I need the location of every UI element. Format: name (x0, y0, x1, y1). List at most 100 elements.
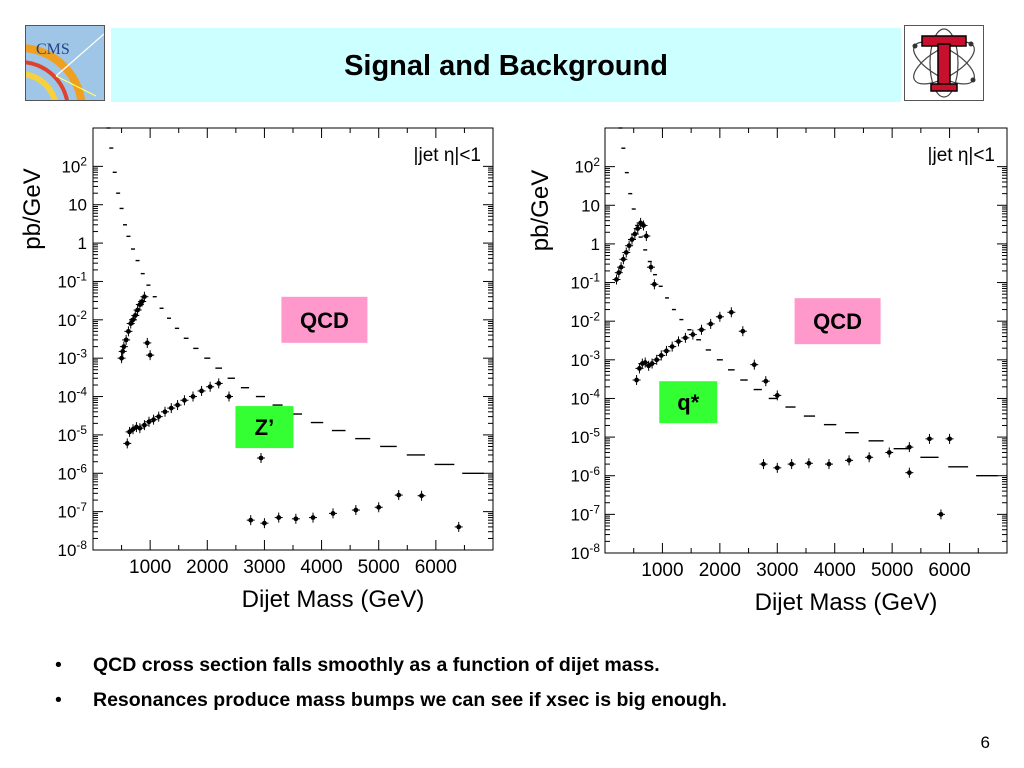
y-tick-label: 10-5 (58, 423, 88, 445)
signal-point (641, 223, 646, 228)
signal-point (866, 454, 872, 460)
signal-point (248, 517, 254, 523)
signal-point (147, 352, 153, 358)
signal-point (751, 362, 757, 368)
texas-tech-logo-graphic (912, 28, 976, 98)
bullet-item: QCD cross section falls smoothly as a fu… (55, 648, 727, 683)
signal-point (708, 321, 714, 327)
signal-point (886, 450, 892, 455)
signal-point (175, 402, 180, 408)
signal-point (142, 294, 147, 300)
signal-point (226, 394, 232, 399)
signal-point (658, 353, 664, 358)
signal-point (826, 461, 832, 467)
y-tick-label: 10-3 (58, 346, 88, 368)
eta-cut-annotation: |jet η|<1 (928, 145, 995, 166)
signal-point (789, 461, 795, 467)
label-text: Z’ (255, 415, 275, 440)
signal-point (139, 299, 145, 304)
signal-point (137, 425, 143, 431)
label-text: q* (677, 390, 699, 415)
signal-point (906, 470, 912, 476)
signal-point (634, 377, 639, 383)
y-tick-label: 10-2 (58, 308, 88, 330)
series-QCD (618, 127, 998, 477)
signal-point (637, 365, 642, 371)
bullet-item: Resonances produce mass bumps we can see… (55, 683, 727, 718)
label-text: QCD (300, 308, 349, 333)
signal-point (906, 444, 912, 450)
signal-point (620, 256, 626, 262)
signal-point (376, 504, 382, 510)
x-tick-label: 3000 (756, 560, 798, 581)
signal-point (330, 510, 336, 516)
label-box (659, 381, 718, 424)
signal-point (262, 520, 267, 526)
signal-point (699, 327, 704, 333)
signal-point (419, 493, 424, 499)
x-tick-label: 5000 (871, 560, 913, 581)
signal-point (120, 349, 126, 354)
signal-point (127, 429, 132, 435)
signal-point (649, 361, 655, 366)
y-tick-label: 10-5 (571, 425, 601, 447)
signal-point (124, 441, 130, 446)
y-tick-label: 10-1 (571, 271, 601, 293)
signal-point (182, 397, 187, 403)
signal-point (629, 237, 635, 242)
signal-point (626, 243, 632, 249)
signal-point (614, 277, 619, 282)
x-tick-label: 4000 (300, 557, 342, 578)
x-tick-label: 5000 (358, 557, 400, 578)
y-tick-label: 10 (68, 196, 87, 215)
signal-point (142, 422, 147, 428)
y-tick-label: 10 (581, 196, 600, 215)
signal-point (646, 363, 652, 369)
label-text: QCD (813, 309, 862, 334)
y-tick-label: 10-7 (58, 500, 88, 522)
signal-point (761, 461, 766, 467)
signal-point (648, 264, 654, 270)
signal-point (774, 392, 780, 398)
signal-point (643, 233, 649, 239)
signal-point (664, 348, 669, 354)
signal-point (353, 507, 359, 513)
y-axis-title: pb/GeV (19, 168, 46, 249)
label-box (235, 406, 294, 449)
x-tick-label: 6000 (928, 560, 970, 581)
signal-point (683, 335, 688, 341)
signal-point (132, 313, 138, 318)
signal-point (846, 457, 852, 463)
x-tick-label: 2000 (186, 557, 228, 578)
signal-point (623, 250, 629, 255)
cms-logo-text: CMS (36, 41, 70, 58)
x-tick-label: 4000 (814, 560, 856, 581)
signal-point (130, 317, 136, 323)
signal-point (456, 524, 462, 530)
y-axis-title: pb/GeV (527, 170, 554, 251)
chart-2: 10-8 10-7 10-6 10-5 10-4 10-3 10-2 10-1 1 10 102 10… (527, 127, 1008, 616)
signal-point (162, 409, 168, 415)
signal-point (128, 321, 134, 326)
signal-point (654, 357, 660, 363)
signal-point (728, 309, 734, 315)
slide-title: Signal and Background (344, 50, 668, 82)
y-tick-label: 10-8 (58, 538, 88, 560)
y-tick-label: 10-6 (58, 461, 88, 483)
label-box (281, 296, 368, 343)
signal-point (135, 307, 140, 313)
y-tick-label: 102 (574, 155, 600, 177)
signal-point (396, 492, 402, 498)
x-tick-label: 2000 (699, 560, 741, 581)
chart-1: 10-8 10-7 10-6 10-5 10-4 10-3 10-2 10-1 1 10 102 10… (19, 127, 494, 613)
y-tick-label: 10-2 (571, 309, 601, 331)
y-tick-label: 10-8 (571, 541, 601, 563)
signal-point (635, 226, 641, 231)
y-tick-label: 1 (78, 234, 87, 253)
signal-point (156, 414, 162, 420)
charts-area: 10-8 10-7 10-6 10-5 10-4 10-3 10-2 10-1 1 10 102 10… (19, 127, 1008, 616)
signal-point (763, 378, 769, 384)
signal-point (669, 344, 675, 349)
signal-point (151, 417, 156, 423)
signal-point (651, 281, 657, 287)
